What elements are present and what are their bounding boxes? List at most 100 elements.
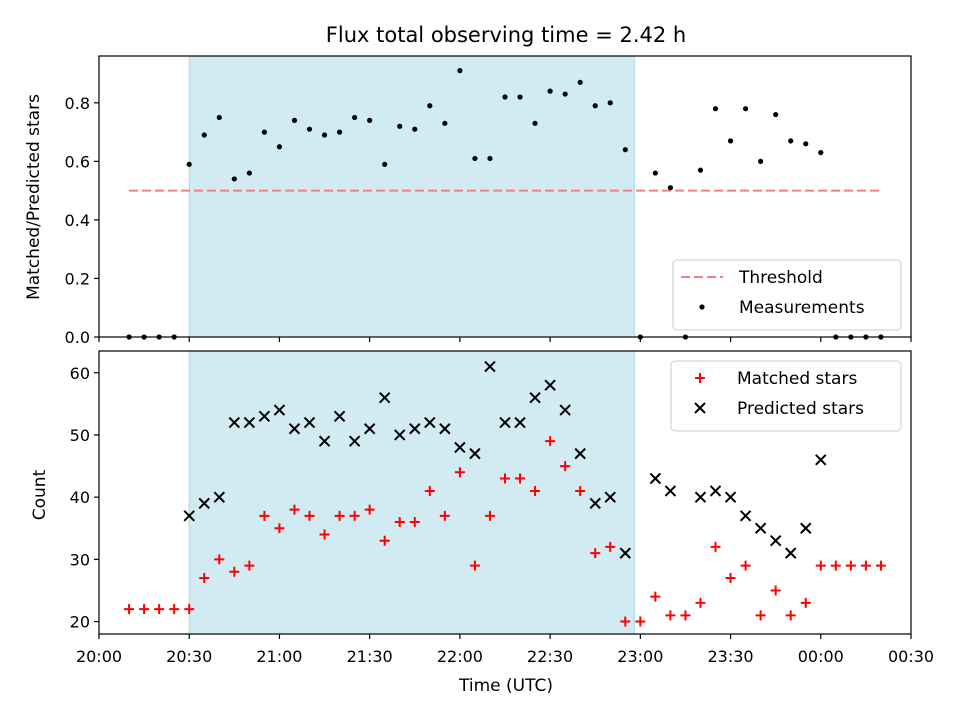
- y-tick-label: 30: [70, 550, 90, 569]
- measurement-point: [727, 138, 734, 144]
- measurement-point: [412, 126, 418, 132]
- legend-label: Matched stars: [737, 369, 857, 389]
- matched-star-point: [725, 573, 736, 584]
- predicted-star-point: [243, 416, 256, 429]
- y-tick-label: 0.6: [65, 152, 90, 171]
- measurement-point: [457, 68, 463, 74]
- measurement-point: [231, 176, 237, 182]
- matched-star-point: [755, 610, 766, 621]
- matched-star-point: [394, 517, 405, 528]
- matched-star-point: [424, 485, 435, 496]
- measurement-point: [427, 103, 433, 109]
- legend-measurement-swatch: [699, 304, 705, 310]
- matched-star-point: [620, 616, 631, 627]
- figure-title: Flux total observing time = 2.42 h: [326, 23, 686, 47]
- predicted-star-point: [409, 423, 421, 435]
- bottom-xlabel: Time (UTC): [458, 676, 553, 696]
- measurement-point: [201, 132, 207, 138]
- predicted-star-point: [469, 447, 481, 460]
- legend-label: Predicted stars: [737, 399, 864, 419]
- predicted-star-point: [754, 522, 767, 534]
- matched-star-point: [605, 541, 616, 552]
- measurement-point: [472, 155, 478, 162]
- matched-star-point: [695, 597, 706, 608]
- predicted-star-point: [394, 429, 406, 441]
- matched-star-point: [800, 597, 811, 608]
- measurement-point: [742, 106, 749, 112]
- predicted-star-point: [454, 441, 466, 454]
- predicted-star-point: [694, 491, 707, 503]
- predicted-star-point: [709, 485, 722, 497]
- y-tick-label: 20: [70, 613, 90, 632]
- axes-frame: [98, 55, 912, 338]
- measurement-point: [306, 126, 313, 132]
- matched-star-point: [244, 560, 255, 571]
- measurement-point: [502, 94, 508, 100]
- measurement-point: [622, 147, 628, 153]
- matched-star-point: [319, 529, 330, 540]
- predicted-star-point: [198, 497, 210, 510]
- matched-star-point: [845, 560, 856, 571]
- predicted-star-point: [363, 423, 376, 435]
- predicted-star-point: [318, 435, 331, 447]
- measurement-point: [321, 132, 328, 138]
- predicted-star-point: [544, 379, 556, 391]
- measurement-point: [291, 117, 298, 123]
- measurement-point: [382, 161, 388, 167]
- observing-window-span: [188, 55, 635, 338]
- predicted-star-point: [619, 547, 632, 559]
- predicted-star-point: [228, 416, 241, 429]
- measurement-point: [592, 103, 598, 109]
- measurement-point: [246, 170, 252, 176]
- top-ylabel: Matched/Predicted stars: [24, 94, 44, 300]
- y-tick-label: 0.2: [65, 269, 90, 288]
- matched-star-point: [650, 591, 661, 602]
- predicted-star-point: [529, 391, 541, 404]
- measurement-point: [788, 138, 794, 144]
- measurement-point: [336, 129, 343, 135]
- predicted-star-point: [424, 416, 436, 429]
- legend-predicted-swatch: [694, 402, 706, 414]
- predicted-star-point: [484, 360, 496, 373]
- y-tick-label: 50: [70, 426, 90, 445]
- matched-star-point: [439, 510, 450, 521]
- measurement-point: [607, 100, 613, 106]
- measurement-point: [547, 88, 553, 94]
- matched-star-point: [334, 510, 345, 521]
- matched-star-point: [139, 604, 150, 615]
- y-tick-label: 40: [70, 488, 90, 507]
- predicted-star-point: [664, 485, 677, 497]
- legend-box: [672, 259, 902, 331]
- predicted-star-point: [724, 491, 737, 503]
- matched-star-point: [184, 604, 195, 615]
- predicted-star-point: [348, 435, 361, 447]
- measurement-point: [667, 185, 674, 191]
- matched-star-point: [454, 467, 465, 478]
- x-tick-label: 00:30: [888, 647, 934, 666]
- matched-star-point: [680, 610, 691, 621]
- predicted-star-point: [499, 416, 511, 429]
- measurement-point: [276, 144, 283, 150]
- matched-star-point: [710, 541, 721, 552]
- y-tick-label: 0.4: [65, 211, 90, 230]
- matched-star-point: [770, 585, 781, 596]
- matched-star-point: [530, 485, 541, 496]
- matched-star-point: [785, 610, 796, 621]
- matched-star-point: [304, 510, 315, 521]
- measurement-point: [758, 158, 764, 164]
- matched-star-point: [229, 566, 240, 577]
- legend: Threshold Measurements: [672, 259, 902, 331]
- measurement-point: [652, 170, 658, 176]
- matched-star-point: [545, 436, 556, 447]
- matched-star-point: [154, 604, 165, 615]
- predicted-star-point: [769, 534, 782, 547]
- matched-star-point: [635, 616, 646, 627]
- matched-star-point: [379, 535, 390, 546]
- matched-star-point: [214, 554, 225, 565]
- measurement-point: [352, 114, 358, 121]
- predicted-star-point: [739, 510, 752, 522]
- predicted-star-point: [514, 416, 526, 429]
- measurement-point: [577, 79, 583, 85]
- x-tick-label: 23:30: [708, 647, 754, 666]
